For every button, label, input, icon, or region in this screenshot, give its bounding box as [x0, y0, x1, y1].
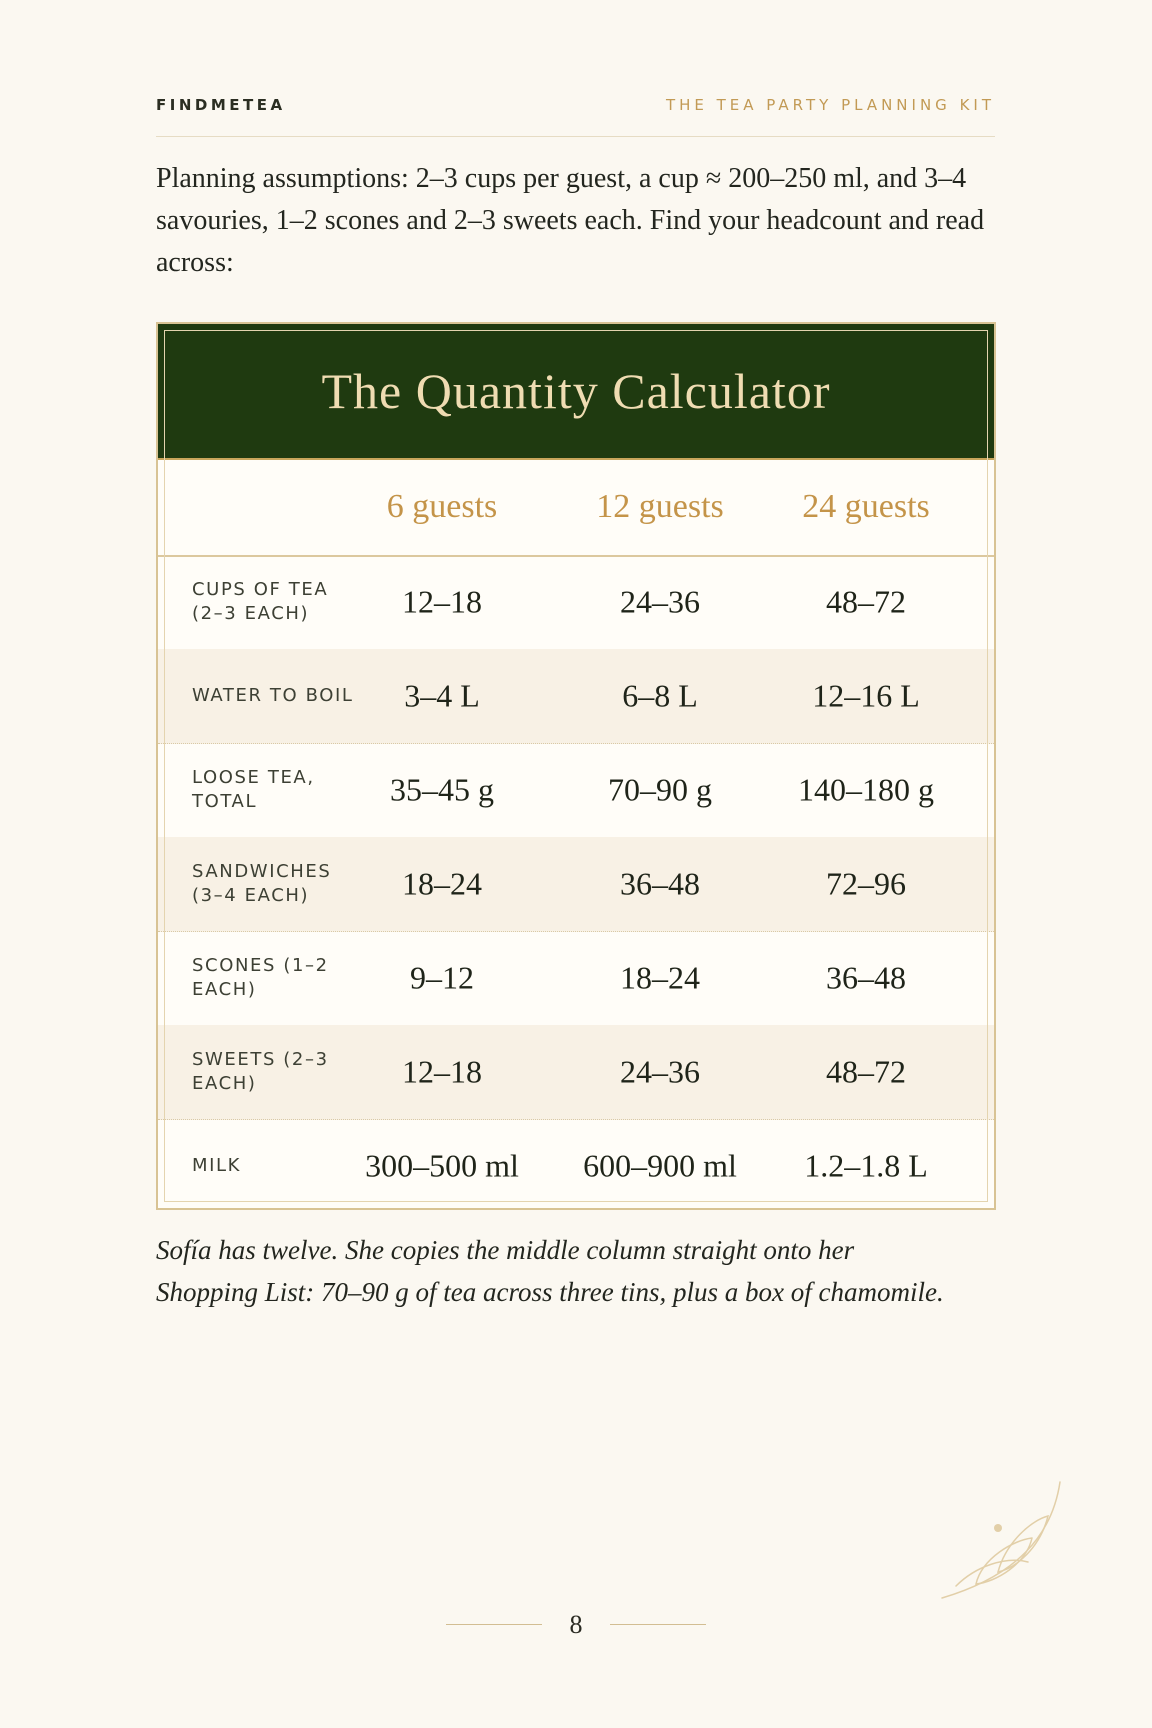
table-cell: 72–96 — [826, 865, 906, 902]
calculator-title: The Quantity Calculator — [321, 363, 831, 419]
footer-rule-left — [446, 1624, 542, 1625]
column-header-6-guests: 6 guests — [386, 488, 498, 525]
row-label: Water to boil — [192, 685, 354, 706]
table-cell: 36–48 — [826, 959, 906, 996]
calculator-title-bar: The Quantity Calculator — [158, 324, 994, 460]
table-cell: 140–180 g — [798, 771, 934, 808]
table-row: Cups of tea (2–3 each) 12–18 24–36 48–72 — [158, 555, 994, 650]
page-header: FINDMETEA THE TEA PARTY PLANNING KIT — [156, 96, 995, 137]
table-cell: 48–72 — [826, 1053, 906, 1090]
row-label: Sweets (2–3 each) — [192, 1049, 329, 1094]
table-cell: 24–36 — [620, 583, 700, 620]
row-label: Milk — [192, 1155, 242, 1176]
table-cell: 12–18 — [402, 583, 482, 620]
row-label: Cups of tea (2–3 each) — [192, 579, 329, 624]
table-cell: 6–8 L — [622, 677, 698, 714]
row-label: Scones (1–2 each) — [192, 955, 329, 1000]
table-cell: 12–16 L — [812, 677, 920, 714]
table-cell: 36–48 — [620, 865, 700, 902]
table-cell: 9–12 — [410, 959, 474, 996]
table-cell: 12–18 — [402, 1053, 482, 1090]
intro-paragraph: Planning assumptions: 2–3 cups per guest… — [156, 163, 985, 278]
row-label: Loose tea, total — [192, 767, 315, 812]
example-note: Sofía has twelve. She copies the middle … — [156, 1235, 944, 1307]
table-row: Sweets (2–3 each) 12–18 24–36 48–72 — [158, 1025, 994, 1120]
table-cell: 70–90 g — [608, 771, 712, 808]
table-row: Water to boil 3–4 L 6–8 L 12–16 L — [158, 649, 994, 744]
table-row: Loose tea, total 35–45 g 70–90 g 140–180… — [158, 743, 994, 838]
table-cell: 18–24 — [402, 865, 482, 902]
table-cell: 1.2–1.8 L — [804, 1147, 928, 1184]
table-cell: 24–36 — [620, 1053, 700, 1090]
tea-leaf-ornament-icon — [941, 1481, 1061, 1599]
table-cell: 300–500 ml — [365, 1147, 519, 1184]
quantity-calculator-table: The Quantity Calculator 6 guests 12 gues… — [156, 322, 996, 1210]
column-header-24-guests: 24 guests — [802, 488, 930, 525]
brand-name: FINDMETEA — [156, 96, 286, 114]
footer-rule-right — [610, 1624, 706, 1625]
table-cell: 35–45 g — [390, 771, 494, 808]
table-cell: 18–24 — [620, 959, 700, 996]
table-cell: 48–72 — [826, 583, 906, 620]
table-row: Sandwiches (3–4 each) 18–24 36–48 72–96 — [158, 837, 994, 932]
column-header-12-guests: 12 guests — [596, 488, 724, 525]
table-cell: 600–900 ml — [583, 1147, 737, 1184]
table-cell: 3–4 L — [404, 677, 480, 714]
table-row: Scones (1–2 each) 9–12 18–24 36–48 — [158, 931, 994, 1026]
kit-title: THE TEA PARTY PLANNING KIT — [665, 96, 995, 114]
table-row: Milk 300–500 ml 600–900 ml 1.2–1.8 L — [158, 1119, 994, 1213]
column-header-row: 6 guests 12 guests 24 guests — [158, 460, 994, 557]
page-number: 8 — [569, 1610, 583, 1639]
row-label: Sandwiches (3–4 each) — [192, 861, 332, 906]
